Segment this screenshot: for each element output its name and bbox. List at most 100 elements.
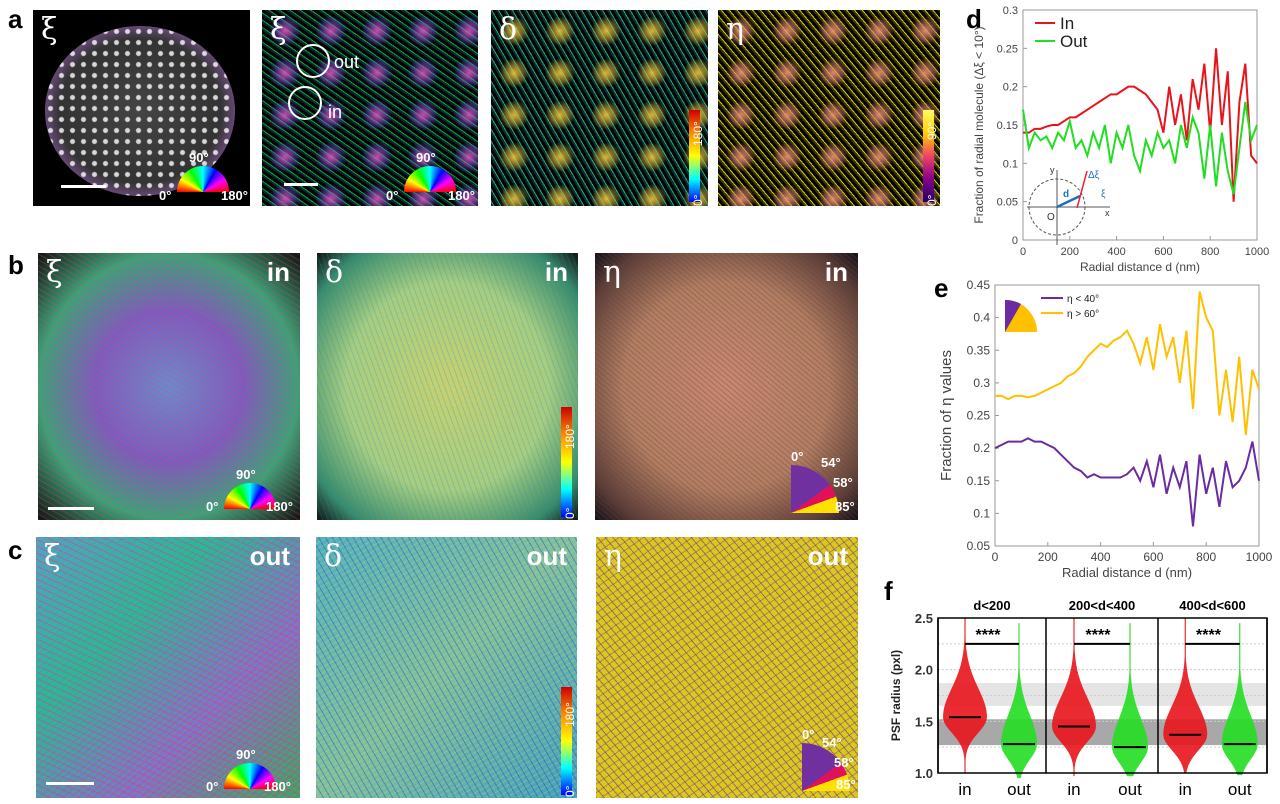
wheel-label-top: 90° (236, 467, 256, 482)
symbol-eta: η (726, 12, 744, 47)
y-axis-label: Fraction of radial molecule (Δξ < 10°) (972, 26, 986, 223)
x-tick-label: 200 (1061, 246, 1079, 258)
region-out-circle (296, 44, 330, 78)
wheel-label-left: 0° (386, 188, 399, 203)
scale-bar (48, 507, 94, 510)
micrograph-c-delta-out: δ out 0° 180° (316, 537, 577, 798)
inset-xi-label: ξ (1101, 189, 1106, 200)
micrograph-c-eta-out: η out 0° 54° 58° 85° (596, 537, 858, 798)
y-tick-label: 0.4 (973, 311, 990, 325)
panel-label-a: a (8, 4, 23, 34)
y-tick-label: 0.05 (967, 539, 991, 553)
legend-label: In (1060, 14, 1074, 33)
x-tick-label: out (1118, 780, 1142, 799)
wedge-label-58: 58° (834, 755, 854, 770)
x-tick-label: 200 (1038, 550, 1058, 564)
wedge-label-0: 0° (802, 727, 815, 742)
y-tick-label: 1.0 (915, 766, 933, 781)
scale-bar (46, 782, 94, 785)
micrograph-b-delta-in: δ in 0° 180° (317, 253, 578, 520)
wheel-label-right: 180° (448, 188, 475, 203)
micrograph-b-eta-in: η in 0° 54° 58° 85° (595, 253, 858, 520)
y-tick-label: 0.3 (1003, 5, 1018, 17)
legend-label: η > 60° (1067, 309, 1099, 320)
wheel-label-top: 90° (236, 747, 256, 762)
y-tick-label: 0.15 (967, 474, 991, 488)
group-title: 200<d<400 (1069, 598, 1136, 613)
colorbar (561, 407, 572, 517)
inset-molecule (1076, 170, 1088, 209)
wheel-label-right: 180° (266, 499, 293, 514)
symbol-delta: δ (324, 539, 343, 574)
legend-label: Out (1060, 32, 1088, 51)
series-line-1 (1022, 101, 1258, 195)
x-tick-label: 800 (1196, 550, 1216, 564)
violin-in (943, 618, 987, 773)
y-tick-label: 0.1 (1003, 158, 1018, 170)
violin-out (1112, 623, 1148, 777)
y-tick-label: 0 (1012, 235, 1018, 247)
violin-out (1221, 623, 1258, 776)
region-tag: in (266, 257, 290, 287)
symbol-delta: δ (499, 12, 518, 47)
x-tick-label: in (1179, 780, 1192, 799)
band-dark (938, 719, 1267, 746)
y-tick-label: 0.25 (967, 409, 991, 423)
inset-d-label: d (1063, 189, 1069, 200)
micrograph-a-xi-zoom: ξ out in 90° 0° 180° (262, 10, 478, 206)
inset-x-label: x (1105, 208, 1110, 218)
x-axis-label: Radial distance d (nm) (1080, 260, 1200, 274)
group-title: d<200 (973, 598, 1010, 613)
scale-bar (284, 183, 318, 186)
region-tag: out (526, 541, 567, 571)
y-axis-label: Fraction of η values (938, 350, 955, 481)
group-title: 400<d<600 (1179, 598, 1246, 613)
x-tick-label: 0 (1020, 246, 1026, 258)
panel-label-c: c (8, 535, 23, 565)
symbol-xi: ξ (270, 12, 287, 47)
micrograph-a-eta: η 0° 90° (718, 10, 940, 206)
y-tick-label: 0.2 (973, 441, 990, 455)
region-out-label: out (334, 52, 360, 72)
inset-origin-label: O (1047, 212, 1055, 223)
x-tick-label: 400 (1091, 550, 1111, 564)
y-tick-label: 0.1 (973, 506, 990, 520)
significance-label: **** (1196, 627, 1222, 644)
y-axis-label: PSF radius (pxl) (889, 650, 903, 741)
micrograph-c-xi-out: ξ out 90° 0° 180° (36, 537, 300, 798)
wedge-label-54: 54° (822, 735, 842, 750)
x-tick-label: 1000 (1246, 550, 1273, 564)
wedge-label-85: 85° (835, 499, 855, 514)
wedge-label-85: 85° (836, 777, 856, 792)
y-tick-label: 1.5 (915, 714, 933, 729)
x-tick-label: in (1067, 780, 1080, 799)
x-tick-label: 800 (1201, 246, 1219, 258)
inset-y-label: y (1050, 165, 1055, 175)
significance-label: **** (1086, 627, 1112, 644)
y-tick-label: 0.25 (997, 43, 1018, 55)
y-tick-label: 0.2 (1003, 82, 1018, 94)
micrograph-b-xi-in: ξ in 90° 0° 180° (38, 253, 300, 520)
band-light (938, 683, 1267, 706)
x-axis-label: Radial distance d (nm) (1062, 565, 1192, 580)
y-tick-label: 0.3 (973, 376, 990, 390)
y-tick-label: 2.5 (915, 611, 933, 626)
x-tick-label: 1000 (1245, 246, 1269, 258)
series-line-1 (995, 291, 1260, 436)
symbol-xi: ξ (46, 255, 63, 290)
eta-wedge-low-icon (1005, 299, 1021, 332)
symbol-eta: η (604, 539, 622, 574)
region-tag: out (807, 541, 848, 571)
x-tick-label: in (958, 780, 971, 799)
y-tick-label: 0.35 (967, 343, 991, 357)
region-tag: in (544, 257, 568, 287)
wheel-label-top: 90° (189, 150, 209, 165)
region-in-circle (288, 86, 322, 120)
x-tick-label: 600 (1143, 550, 1163, 564)
colorbar (923, 110, 934, 202)
inset-dxi-label: Δξ (1088, 170, 1100, 181)
y-tick-label: 0.45 (967, 278, 991, 292)
inset-d-vector (1056, 194, 1081, 209)
violin-out (1001, 623, 1037, 779)
